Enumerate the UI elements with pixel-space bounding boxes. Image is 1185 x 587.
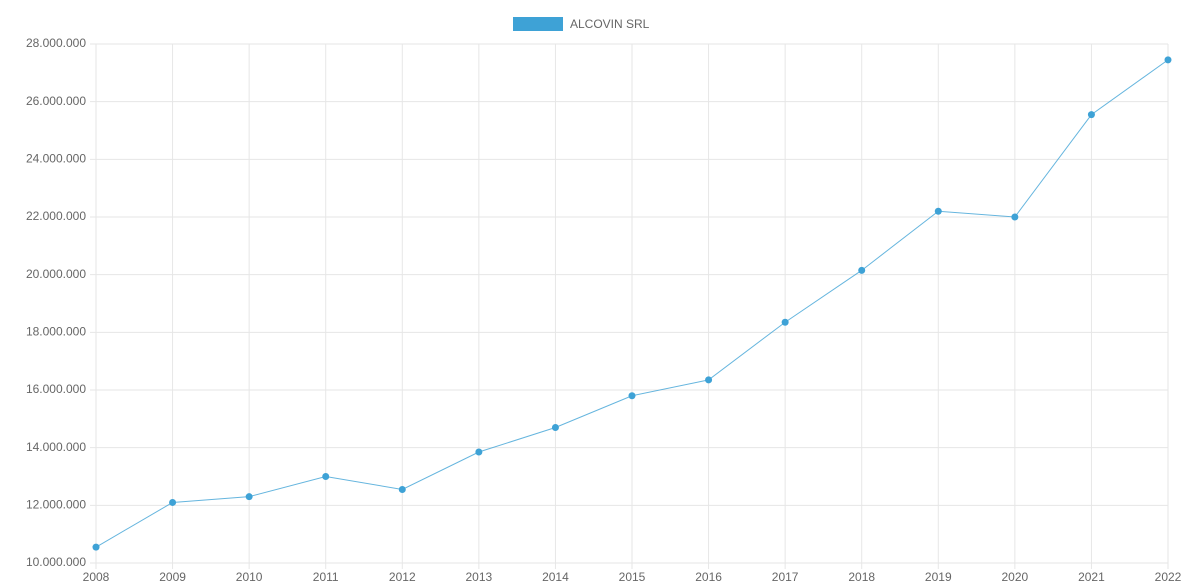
x-tick-label: 2015 <box>619 570 646 584</box>
x-tick-label: 2019 <box>925 570 952 584</box>
y-tick-label: 26.000.000 <box>26 94 86 108</box>
x-tick-label: 2016 <box>695 570 722 584</box>
data-point <box>475 448 483 456</box>
x-tick-label: 2018 <box>848 570 875 584</box>
x-tick-label: 2017 <box>772 570 799 584</box>
x-tick-label: 2011 <box>313 570 339 584</box>
x-tick-label: 2020 <box>1002 570 1029 584</box>
data-point <box>628 392 636 400</box>
x-tick-label: 2021 <box>1078 570 1105 584</box>
data-point <box>705 376 713 384</box>
y-tick-label: 16.000.000 <box>26 382 86 396</box>
y-tick-label: 14.000.000 <box>26 440 86 454</box>
data-point <box>1087 111 1095 119</box>
y-tick-label: 28.000.000 <box>26 36 86 50</box>
data-point <box>245 493 253 501</box>
legend-swatch <box>513 17 563 31</box>
x-tick-label: 2022 <box>1155 570 1182 584</box>
x-tick-label: 2012 <box>389 570 416 584</box>
data-point <box>1011 213 1019 221</box>
x-tick-label: 2014 <box>542 570 569 584</box>
y-tick-label: 10.000.000 <box>26 555 86 569</box>
data-point <box>322 473 330 480</box>
y-tick-label: 18.000.000 <box>26 325 86 339</box>
data-point <box>551 423 559 431</box>
y-tick-label: 20.000.000 <box>26 267 86 281</box>
legend-label: ALCOVIN SRL <box>570 17 650 31</box>
data-point <box>1164 56 1172 64</box>
x-tick-label: 2008 <box>83 570 110 584</box>
data-point <box>398 485 406 493</box>
y-tick-label: 24.000.000 <box>26 152 86 166</box>
data-point <box>92 543 100 551</box>
x-tick-label: 2013 <box>466 570 493 584</box>
x-tick-label: 2010 <box>236 570 263 584</box>
y-tick-label: 12.000.000 <box>26 498 86 512</box>
data-point <box>781 318 789 326</box>
data-point <box>858 266 866 274</box>
data-point <box>169 498 177 506</box>
y-tick-label: 22.000.000 <box>26 209 86 223</box>
data-point <box>934 207 942 215</box>
x-tick-label: 2009 <box>159 570 186 584</box>
